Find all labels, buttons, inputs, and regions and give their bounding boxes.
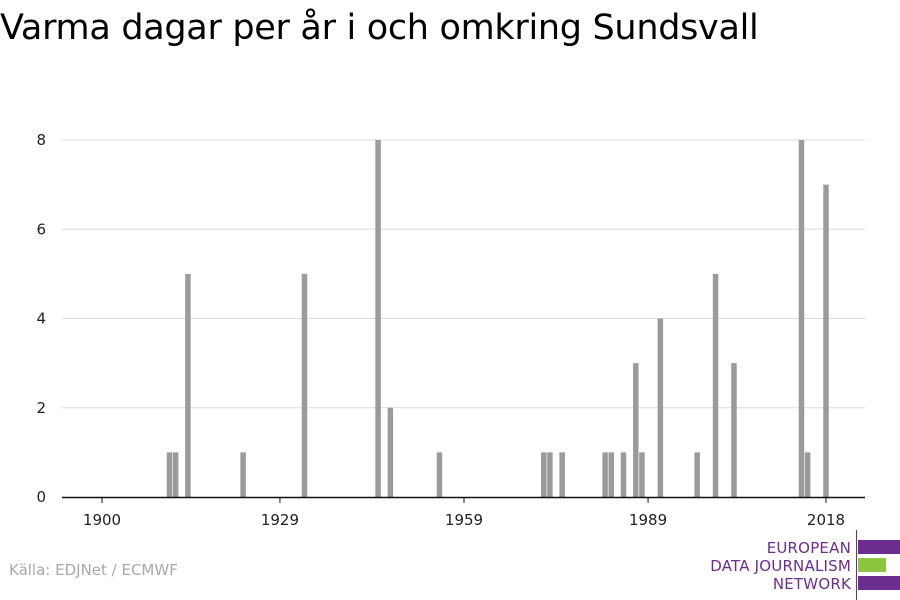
bar [375,140,381,497]
bar [731,363,737,497]
x-tick-label: 2018 [807,511,845,529]
x-tick-label: 1900 [83,511,121,529]
y-tick-label: 8 [36,131,46,149]
bar [166,452,173,497]
x-tick-label: 1989 [629,511,667,529]
bar [547,452,553,497]
logo-bar-top [858,540,900,554]
logo-bar-bottom [858,576,900,590]
bar [608,452,615,497]
y-tick-label: 2 [36,399,46,417]
bar [633,363,639,497]
source-label: Källa: EDJNet / ECMWF [9,561,178,579]
bar [436,452,443,497]
logo-divider [856,530,857,600]
y-tick-label: 6 [36,220,46,238]
axes: 0 2 4 6 8 1900 1929 1959 1989 2018 [36,131,865,529]
bar [823,184,829,497]
bar [185,273,191,497]
bar [804,452,811,497]
bar [694,452,700,497]
logo-line-network: NETWORK [772,575,851,593]
bar [559,452,565,497]
bar [798,140,805,497]
bar [387,407,394,497]
bar [541,452,547,497]
bar [172,452,179,497]
bar [620,452,627,497]
logo-bar-middle [858,558,886,572]
y-tick-label: 0 [36,488,46,506]
edjnet-logo: EUROPEAN DATA JOURNALISM NETWORK [700,530,900,600]
bar [639,452,645,497]
x-tick-label: 1959 [445,511,483,529]
bar [240,452,246,497]
y-tick-label: 4 [36,310,46,328]
chart-title: Varma dagar per år i och omkring Sundsva… [0,8,759,48]
logo-line-data-journalism: DATA JOURNALISM [710,557,851,575]
bar [657,318,664,497]
bar [301,273,308,497]
gridlines [62,139,865,409]
bar [712,273,719,497]
x-tick-label: 1929 [261,511,299,529]
bar [602,452,608,497]
logo-line-european: EUROPEAN [766,539,851,557]
bars [166,140,829,497]
